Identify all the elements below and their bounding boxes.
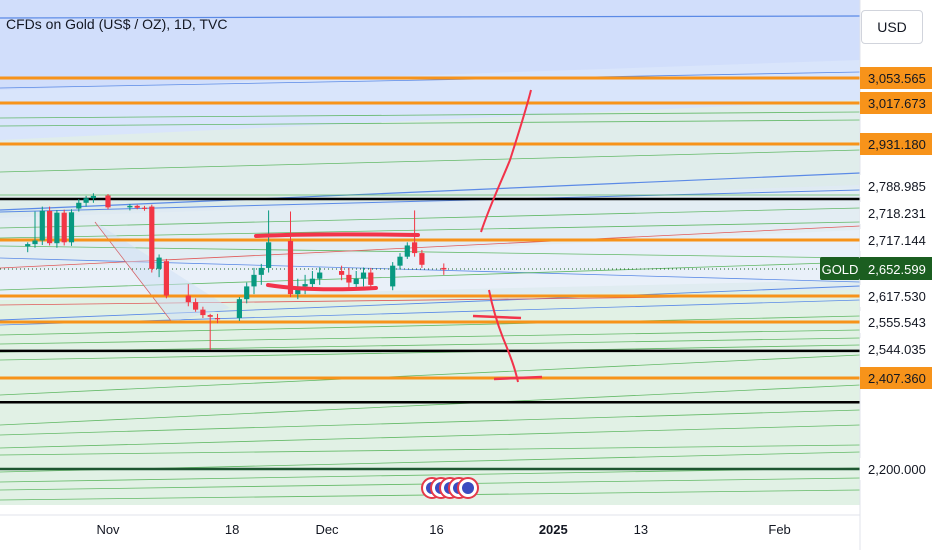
candle-body bbox=[346, 275, 351, 283]
candle-body bbox=[441, 268, 446, 270]
candle-body bbox=[303, 284, 308, 286]
candle-body bbox=[149, 207, 154, 269]
price-axis-label: 2,544.035 bbox=[868, 342, 926, 357]
candle-body bbox=[368, 273, 373, 285]
candle-body bbox=[142, 208, 147, 209]
candle-body bbox=[208, 315, 213, 317]
candle-body bbox=[40, 211, 45, 241]
candle-body bbox=[127, 206, 132, 208]
hand-drawn-range-top bbox=[256, 234, 418, 236]
candle-body bbox=[339, 271, 344, 275]
candle-body bbox=[32, 241, 37, 245]
price-axis-label: 2,555.543 bbox=[868, 315, 926, 330]
candle-body bbox=[412, 242, 417, 253]
candle-body bbox=[266, 242, 271, 268]
price-axis-label: 2,617.530 bbox=[868, 289, 926, 304]
price-axis-label: 2,717.144 bbox=[868, 233, 926, 248]
candle-body bbox=[69, 212, 74, 242]
candle-body bbox=[54, 213, 59, 244]
time-axis-label: Nov bbox=[96, 522, 120, 537]
candle-body bbox=[62, 213, 67, 243]
price-axis-label: 2,718.231 bbox=[868, 206, 926, 221]
time-axis-label: 16 bbox=[429, 522, 443, 537]
plot-layer bbox=[0, 0, 860, 511]
candle-body bbox=[244, 286, 249, 299]
candle-body bbox=[310, 279, 315, 284]
ticker-tag: GOLD bbox=[822, 262, 859, 277]
price-axis-label: 2,931.180 bbox=[868, 137, 926, 152]
last-price-label: 2,652.599 bbox=[868, 262, 926, 277]
candle-body bbox=[200, 310, 205, 315]
candle-body bbox=[186, 296, 191, 302]
price-axis-label: 3,017.673 bbox=[868, 96, 926, 111]
candle-body bbox=[25, 244, 30, 246]
time-axis-label: Feb bbox=[768, 522, 790, 537]
candle-body bbox=[193, 302, 198, 310]
time-axis-label: 2025 bbox=[539, 522, 568, 537]
time-axis-label: 13 bbox=[634, 522, 648, 537]
time-axis-label: Dec bbox=[315, 522, 339, 537]
candle-body bbox=[419, 253, 424, 265]
time-axis-label: 18 bbox=[225, 522, 239, 537]
candle-body bbox=[259, 268, 264, 275]
candle-body bbox=[84, 198, 89, 203]
candle-body bbox=[91, 196, 96, 198]
price-axis-label: 3,053.565 bbox=[868, 71, 926, 86]
candle-body bbox=[354, 279, 359, 284]
candle-body bbox=[105, 196, 110, 208]
candle-body bbox=[317, 273, 322, 279]
candle-body bbox=[47, 211, 52, 243]
candle-body bbox=[390, 266, 395, 287]
green-fan-zone-lower bbox=[0, 280, 860, 505]
candle-body bbox=[135, 206, 140, 208]
candle-body bbox=[164, 261, 169, 295]
price-axis-label: 2,200.000 bbox=[868, 462, 926, 477]
candle-body bbox=[397, 257, 402, 266]
candle-body bbox=[215, 318, 220, 319]
candle-body bbox=[251, 275, 256, 287]
currency-button[interactable]: USD bbox=[861, 10, 923, 44]
price-axis-label: 2,407.360 bbox=[868, 371, 926, 386]
price-axis-label: 2,788.985 bbox=[868, 179, 926, 194]
candle-body bbox=[361, 273, 366, 279]
candle-body bbox=[405, 245, 410, 256]
candle-body bbox=[237, 299, 242, 318]
chart-title: CFDs on Gold (US$ / OZ), 1D, TVC bbox=[6, 16, 227, 32]
candle-body bbox=[157, 258, 162, 269]
candle-body bbox=[76, 203, 81, 209]
